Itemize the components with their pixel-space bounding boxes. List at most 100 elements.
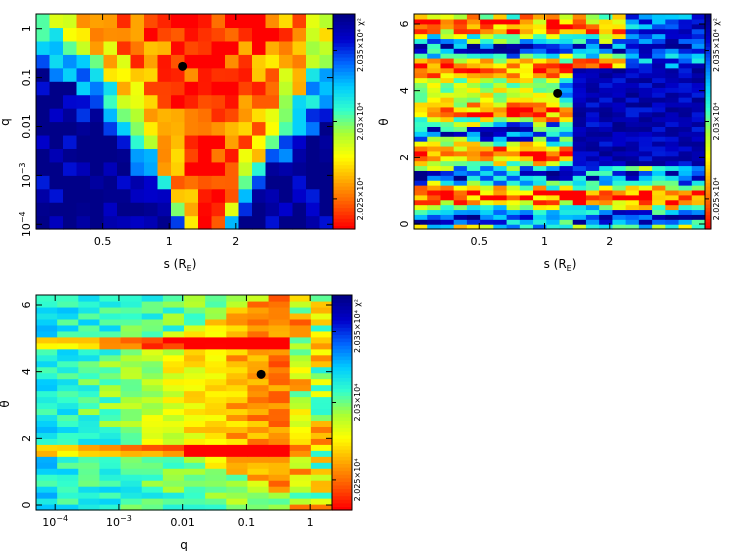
heatmap-cell <box>162 360 185 368</box>
heatmap-cell <box>144 81 159 96</box>
colorbar-segment <box>333 218 355 223</box>
heatmap-cell <box>533 219 547 225</box>
heatmap-cell <box>427 194 442 201</box>
heatmap-cell <box>678 67 693 74</box>
heatmap-cell <box>572 72 587 79</box>
heatmap-cell <box>99 312 122 320</box>
heatmap-cell <box>572 14 587 20</box>
heatmap-cell <box>49 67 64 82</box>
heatmap-cell <box>466 131 481 137</box>
heatmap-cell <box>427 131 442 137</box>
heatmap-cell <box>247 384 270 392</box>
heatmap-cell <box>57 486 79 493</box>
heatmap-cell <box>226 295 249 302</box>
heatmap-cell <box>90 215 105 230</box>
heatmap-cell <box>638 224 653 230</box>
heatmap-cell <box>572 101 587 108</box>
heatmap-cell <box>691 106 706 113</box>
heatmap-cell <box>533 175 547 181</box>
heatmap-cell <box>162 462 185 469</box>
heatmap-cell <box>638 185 653 191</box>
heatmap-cell <box>99 408 122 416</box>
heatmap-cell <box>90 14 105 29</box>
heatmap-cell <box>599 18 614 25</box>
heatmap-cell <box>440 189 455 196</box>
heatmap-cell <box>103 148 118 163</box>
heatmap-cell <box>292 215 307 230</box>
heatmap-cell <box>480 72 494 79</box>
heatmap-cell <box>466 67 481 74</box>
heatmap-cell <box>585 38 600 44</box>
heatmap-cell <box>289 295 312 302</box>
heatmap-cell <box>171 148 186 163</box>
heatmap-cell <box>36 108 51 123</box>
colorbar-segment <box>332 398 352 404</box>
heatmap-cell <box>665 170 680 176</box>
heatmap-cell <box>691 141 706 147</box>
heatmap-cell <box>205 324 227 332</box>
heatmap-cell <box>319 175 334 190</box>
colorbar-segment <box>333 164 355 169</box>
heatmap-cell <box>453 33 468 40</box>
heatmap-cell <box>99 330 122 338</box>
heatmap-cell <box>141 468 164 475</box>
heatmap-cell <box>519 57 534 64</box>
heatmap-cell <box>612 87 627 93</box>
heatmap-cell <box>226 306 249 314</box>
heatmap-cell <box>691 199 706 206</box>
heatmap-cell <box>141 396 164 404</box>
y-tick-label: 4 <box>20 368 33 375</box>
heatmap-cell <box>120 336 143 344</box>
heatmap-cell <box>625 145 640 152</box>
heatmap-cell <box>144 148 159 163</box>
heatmap-cell <box>453 57 468 64</box>
heatmap-cell <box>559 175 574 181</box>
heatmap-cell <box>665 97 680 103</box>
heatmap-cell <box>99 432 122 439</box>
heatmap-cell <box>691 189 706 196</box>
heatmap-cell <box>480 116 494 123</box>
heatmap-cell <box>78 372 101 380</box>
heatmap-cell <box>612 219 627 225</box>
heatmap-cell <box>480 101 494 108</box>
heatmap-cell <box>519 224 534 230</box>
colorbar-segment <box>332 312 352 318</box>
colorbar-tick-label: 2.025×10⁴ <box>712 177 721 220</box>
heatmap-cell <box>306 54 321 69</box>
heatmap-cell <box>480 170 494 176</box>
heatmap-cell <box>36 432 58 439</box>
heatmap-cell <box>546 121 561 127</box>
heatmap-cell <box>678 111 693 118</box>
heatmap-cell <box>238 175 253 190</box>
heatmap-cell <box>599 53 614 59</box>
heatmap-cell <box>612 33 627 40</box>
heatmap-cell <box>310 456 333 463</box>
heatmap-cell <box>678 121 693 127</box>
heatmap-cell <box>572 111 587 118</box>
heatmap-cell <box>612 53 627 59</box>
heatmap-cell <box>506 111 521 118</box>
heatmap-cell <box>691 185 706 191</box>
heatmap-cell <box>599 67 614 74</box>
heatmap-cell <box>625 62 640 69</box>
heatmap-cell <box>205 438 227 445</box>
heatmap-cell <box>691 67 706 74</box>
heatmap-cell <box>205 360 227 368</box>
heatmap-cell <box>289 420 312 427</box>
heatmap-cell <box>652 180 666 186</box>
heatmap-cell <box>440 116 455 123</box>
colorbar-segment <box>705 135 711 141</box>
heatmap-cell <box>585 106 600 113</box>
heatmap-cell <box>57 426 79 433</box>
heatmap-cell <box>440 204 455 211</box>
heatmap-cell <box>480 145 494 152</box>
heatmap-cell <box>559 180 574 186</box>
heatmap-cell <box>279 161 294 176</box>
heatmap-cell <box>238 14 253 29</box>
heatmap-cell <box>466 145 481 152</box>
heatmap-cell <box>585 131 600 137</box>
heatmap-cell <box>414 72 428 79</box>
heatmap-cell <box>49 215 64 230</box>
heatmap-cell <box>120 408 143 416</box>
